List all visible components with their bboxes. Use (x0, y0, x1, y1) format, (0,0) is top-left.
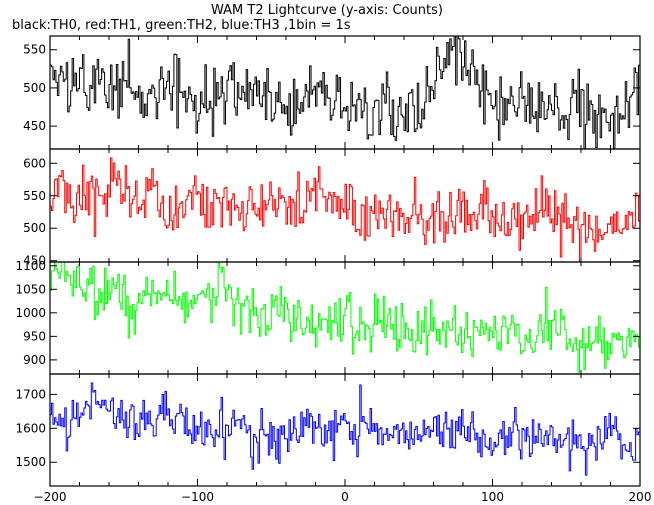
y-tick-label: 550 (23, 43, 46, 57)
chart-title: WAM T2 Lightcurve (y-axis: Counts) (211, 3, 443, 18)
y-tick-label: 500 (23, 221, 46, 235)
panels-group: 450 500 550 450 500 550 600 900 950 1000 1050 1100 1… (15, 35, 641, 487)
series-TH1 (50, 157, 641, 263)
panel-TH1: 450 500 550 600 (23, 148, 641, 268)
y-tick-label: 900 (23, 353, 46, 367)
panel-frame (49, 373, 641, 487)
panel-TH3: 1500 1600 1700 (15, 373, 641, 487)
y-tick-label: 1700 (15, 387, 46, 401)
panel-TH2: 900 950 1000 1050 1100 (15, 259, 641, 375)
x-tick-label: 0 (341, 490, 349, 504)
y-tick-label: 950 (23, 329, 46, 343)
y-tick-label: 450 (23, 119, 46, 133)
y-tick-label: 1050 (15, 282, 46, 296)
series-TH0 (50, 35, 641, 150)
x-tick-label: 200 (629, 490, 652, 504)
series-TH2 (50, 261, 641, 373)
chart-subtitle: black:TH0, red:TH1, green:TH2, blue:TH3 … (12, 18, 351, 33)
series-TH3 (50, 382, 641, 476)
y-tick-label: 1100 (15, 259, 46, 273)
panel-TH0: 450 500 550 (23, 35, 641, 150)
y-tick-label: 600 (23, 156, 46, 170)
panel-frame (49, 261, 641, 375)
y-tick-label: 450 (23, 254, 46, 268)
y-tick-label: 500 (23, 81, 46, 95)
x-tick-label: −200 (34, 490, 67, 504)
x-axis: −200 −100 0 100 200 (34, 490, 652, 504)
y-tick-label: 1600 (15, 421, 46, 435)
y-tick-label: 550 (23, 189, 46, 203)
y-tick-label: 1500 (15, 455, 46, 469)
y-tick-label: 1000 (15, 306, 46, 320)
x-tick-label: 100 (481, 490, 504, 504)
x-tick-label: −100 (181, 490, 214, 504)
